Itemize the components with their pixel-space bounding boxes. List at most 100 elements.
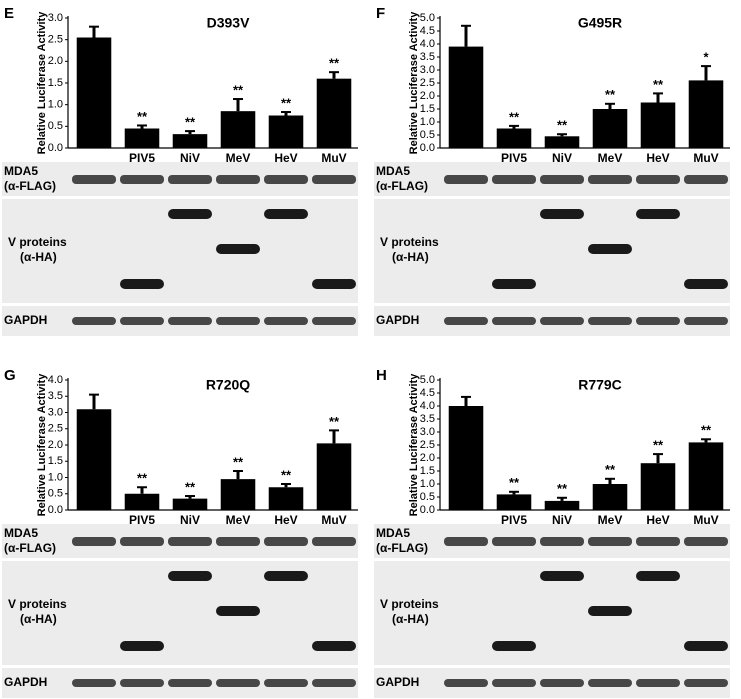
v-band: [684, 641, 728, 651]
gapdh-band: [540, 679, 584, 687]
v-band: [588, 606, 632, 616]
panel: F G495R Relative Luciferase Activity 0.00.5…: [374, 5, 730, 336]
significance-label: **: [281, 467, 292, 482]
bar: [640, 463, 676, 510]
y-tick-label: 2.0: [420, 90, 435, 102]
mda5-band: [72, 175, 116, 184]
mda5-band: [264, 537, 308, 546]
mda5-band: [588, 175, 632, 184]
v-band: [540, 209, 584, 219]
mda5-band: [120, 537, 164, 546]
y-tick-label: 3.5: [420, 413, 435, 425]
bar: [592, 484, 628, 510]
blot-label: GAPDH: [376, 313, 419, 327]
v-band: [264, 209, 308, 219]
gapdh-band: [588, 317, 632, 325]
panel-letter: H: [376, 367, 387, 384]
v-band: [312, 641, 356, 651]
bar: [268, 115, 304, 148]
blot-label: (α-HA): [392, 612, 429, 626]
bar: [268, 487, 304, 510]
mda5-band: [588, 537, 632, 546]
significance-label: **: [557, 118, 568, 133]
mda5-band: [312, 175, 356, 184]
gapdh-band: [168, 317, 212, 325]
y-tick-label: 2.5: [420, 439, 435, 451]
y-tick-label: 1.5: [48, 455, 63, 467]
blot-label: (α-FLAG): [376, 179, 428, 193]
chart-title: D393V: [207, 15, 250, 31]
bar: [124, 493, 160, 510]
bar: [76, 409, 112, 510]
x-tick-label: HeV: [274, 151, 297, 165]
y-axis-label: Relative Luciferase Activity: [408, 11, 420, 155]
significance-label: **: [653, 438, 664, 453]
gapdh-band: [72, 679, 116, 687]
blot-label: GAPDH: [376, 675, 419, 689]
y-tick-label: 2.0: [420, 452, 435, 464]
gapdh-band: [684, 317, 728, 325]
v-band: [168, 571, 212, 581]
significance-label: **: [653, 77, 664, 92]
y-tick-label: 1.5: [420, 103, 435, 115]
y-tick-label: 0.0: [48, 142, 63, 154]
y-tick-label: 2.5: [48, 423, 63, 435]
y-tick-label: 1.0: [48, 99, 63, 111]
mda5-band: [264, 175, 308, 184]
y-tick-label: 3.0: [420, 426, 435, 438]
blot-label: (α-FLAG): [376, 541, 428, 555]
y-tick-label: 0.0: [420, 504, 435, 516]
v-band: [264, 571, 308, 581]
gapdh-band: [588, 679, 632, 687]
v-band: [168, 209, 212, 219]
v-band: [120, 279, 164, 289]
v-band: [636, 209, 680, 219]
mda5-band: [168, 537, 212, 546]
mda5-band: [684, 537, 728, 546]
y-axis-label: Relative Luciferase Activity: [36, 373, 48, 517]
panel: E D393V Relative Luciferase Activity 0.0 0.5…: [2, 5, 358, 336]
gapdh-band: [168, 679, 212, 687]
mda5-band: [216, 175, 260, 184]
gapdh-band: [264, 679, 308, 687]
gapdh-band: [264, 317, 308, 325]
v-band: [492, 641, 536, 651]
v-band: [216, 244, 260, 254]
mda5-band: [120, 175, 164, 184]
y-tick-label: 0.5: [48, 120, 63, 132]
blot-label: V proteins: [8, 235, 67, 249]
blot-label: GAPDH: [4, 675, 47, 689]
y-tick-label: 3.5: [420, 51, 435, 63]
mda5-band: [444, 175, 488, 184]
chart-title: R720Q: [206, 377, 250, 393]
blot-label: V proteins: [8, 597, 67, 611]
x-tick-label: PIV5: [129, 151, 155, 165]
chart-title: R779C: [578, 377, 622, 393]
y-tick-label: 2.0: [48, 55, 63, 67]
y-tick-label: 0.5: [48, 488, 63, 500]
v-band: [312, 279, 356, 289]
y-tick-label: 3.0: [48, 406, 63, 418]
v-band: [120, 641, 164, 651]
gapdh-band: [636, 317, 680, 325]
x-tick-label: NiV: [180, 513, 200, 527]
x-tick-label: MuV: [693, 151, 718, 165]
x-tick-label: HeV: [646, 151, 669, 165]
gapdh-band: [312, 317, 356, 325]
bar: [172, 498, 208, 510]
x-tick-label: MeV: [226, 151, 251, 165]
y-tick-label: 1.5: [420, 465, 435, 477]
blot-label: (α-HA): [20, 250, 57, 264]
gapdh-band: [540, 317, 584, 325]
v-band: [636, 571, 680, 581]
significance-label: **: [605, 87, 616, 102]
mda5-band: [492, 175, 536, 184]
significance-label: **: [185, 479, 196, 494]
x-tick-label: MuV: [693, 513, 718, 527]
y-axis-label: Relative Luciferase Activity: [408, 373, 420, 517]
y-tick-label: 1.0: [420, 116, 435, 128]
gapdh-band: [684, 679, 728, 687]
x-tick-label: HeV: [646, 513, 669, 527]
chart-title: G495R: [578, 15, 622, 31]
blot-label: MDA5: [376, 526, 410, 540]
